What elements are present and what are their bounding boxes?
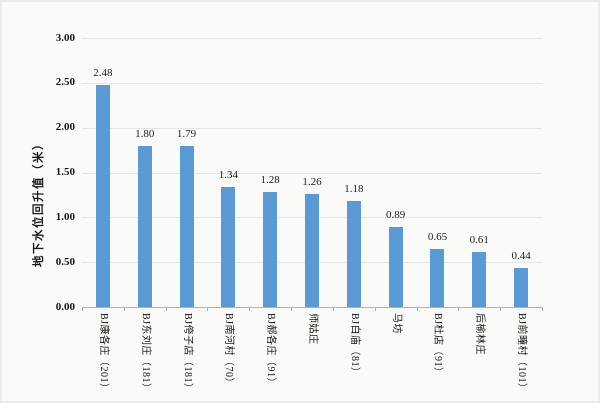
category-label: BJ南河村（70） <box>223 313 235 389</box>
bar <box>221 186 236 307</box>
category-label: BJ郝各庄（91） <box>265 313 277 389</box>
category-label: BJ东刘庄（181） <box>139 313 151 394</box>
gridline <box>82 38 542 39</box>
x-axis-tick <box>165 307 167 311</box>
bar <box>346 201 361 307</box>
category-label: 后榆林庄 <box>474 313 486 355</box>
x-axis-tick <box>291 307 293 311</box>
bar <box>305 194 319 307</box>
x-axis-tick <box>82 307 83 311</box>
bar <box>95 84 110 307</box>
bar <box>179 146 194 307</box>
gridline <box>82 127 542 129</box>
y-tick-label: 2.00 <box>55 121 75 134</box>
gridline <box>82 172 542 174</box>
bar-value-label: 0.61 <box>469 234 489 247</box>
category-label: 师姑庄 <box>307 313 318 345</box>
bar-value-label: 2.48 <box>93 66 113 79</box>
y-tick-label: 1.50 <box>55 166 75 178</box>
x-axis-tick <box>500 307 502 311</box>
bar-value-label: 1.79 <box>176 128 197 141</box>
y-tick-label: 3.00 <box>55 31 75 44</box>
bar-value-label: 1.18 <box>344 183 364 196</box>
bar-value-label: 0.65 <box>427 230 448 243</box>
category-label: 马坊 <box>390 313 402 334</box>
x-axis-tick <box>332 307 334 311</box>
category-label: BJ杜店（91） <box>432 313 444 378</box>
bar-value-label: 0.89 <box>386 209 406 222</box>
y-tick-label: 0.50 <box>55 255 75 268</box>
bar <box>472 252 487 307</box>
bar <box>137 145 152 307</box>
bar <box>388 227 403 307</box>
y-tick-label: 1.00 <box>55 210 75 223</box>
bar <box>263 192 278 307</box>
bar-value-label: 1.28 <box>260 174 280 187</box>
bar-value-label: 0.44 <box>511 249 531 262</box>
bar-value-label: 1.26 <box>302 176 322 189</box>
gridline <box>82 82 542 84</box>
bar-value-label: 1.80 <box>135 127 155 140</box>
x-axis-tick <box>542 307 543 311</box>
category-label: BJ侉子店（181） <box>181 313 193 394</box>
x-axis-tick <box>249 307 251 311</box>
bar <box>430 248 445 307</box>
x-axis-tick <box>207 307 209 311</box>
category-label: BJ康各庄（201） <box>97 313 109 394</box>
category-label: BJ白庙（81） <box>348 313 360 378</box>
bar <box>514 267 529 307</box>
y-tick-label: 0.00 <box>55 300 75 313</box>
x-axis-tick <box>374 307 376 311</box>
y-axis-title: 地下水位回升值（米） <box>33 137 45 267</box>
x-axis-line <box>82 307 542 308</box>
category-label: BJ前疃村（101） <box>516 313 528 394</box>
x-axis-tick <box>123 307 125 311</box>
x-axis-tick <box>458 307 460 311</box>
x-axis-tick <box>416 307 418 311</box>
bar-value-label: 1.34 <box>218 168 238 181</box>
y-tick-label: 2.50 <box>55 76 75 89</box>
